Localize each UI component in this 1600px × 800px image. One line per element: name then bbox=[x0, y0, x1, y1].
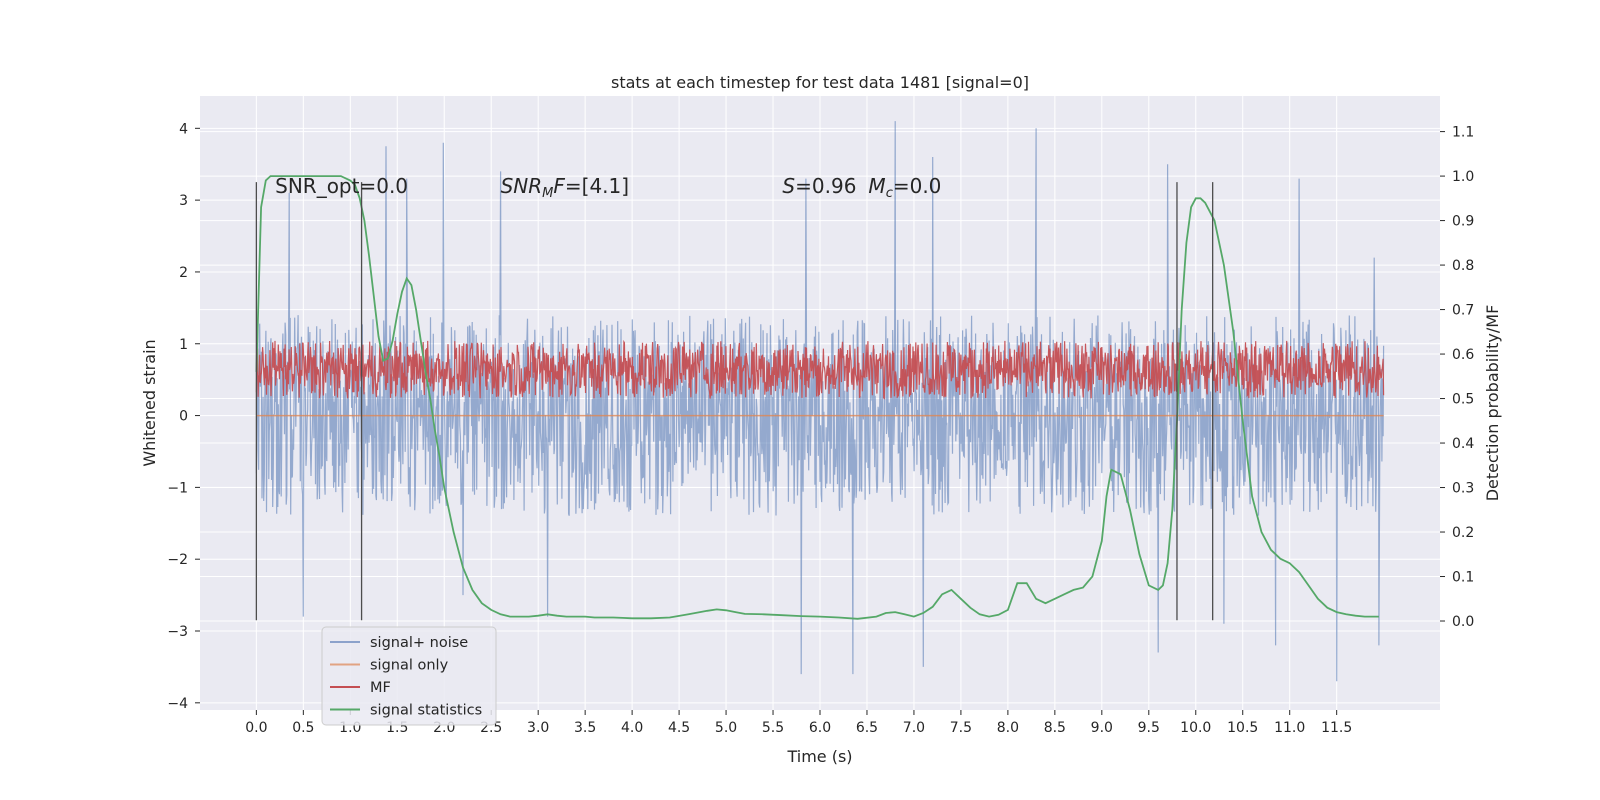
y2-tick-label: 0.7 bbox=[1452, 303, 1474, 319]
x-tick-label: 4.5 bbox=[668, 720, 690, 736]
x-tick-label: 9.0 bbox=[1091, 720, 1113, 736]
chart-title: stats at each timestep for test data 148… bbox=[611, 73, 1029, 92]
y2-tick-label: 1.0 bbox=[1452, 169, 1474, 185]
x-axis: 0.0 0.5 1.0 1.5 2.0 2.5 3.0 3.5 4.0 4.5 5.0 5.5 6.0 6… bbox=[245, 710, 1352, 736]
y-tick-label: −2 bbox=[167, 552, 188, 568]
x-tick-label: 11.5 bbox=[1321, 720, 1352, 736]
y2-tick-label: 0.2 bbox=[1452, 525, 1474, 541]
vline-layer bbox=[255, 182, 1214, 621]
x-tick-label: 5.5 bbox=[762, 720, 784, 736]
annotation-snr-mf: SNRMF=[4.1] bbox=[501, 174, 629, 201]
y-tick-label: 2 bbox=[179, 265, 188, 281]
legend-label: MF bbox=[370, 680, 391, 696]
x-tick-label: 9.5 bbox=[1138, 720, 1160, 736]
x-tick-label: 8.0 bbox=[997, 720, 1019, 736]
series-mf bbox=[255, 339, 1385, 400]
y2-tick-label: 0.5 bbox=[1452, 392, 1474, 408]
y-tick-label: −1 bbox=[167, 480, 188, 496]
annotations: SNR_opt=0.0 SNRMF=[4.1] S=0.96 Mc=0.0 bbox=[275, 174, 941, 201]
y2-tick-label: 0.6 bbox=[1452, 347, 1474, 363]
y2-tick-label: 0.9 bbox=[1452, 214, 1474, 230]
y-tick-label: −3 bbox=[167, 624, 188, 640]
x-tick-label: 10.5 bbox=[1227, 720, 1258, 736]
annotation-s-mc: S=0.96 Mc=0.0 bbox=[782, 174, 941, 201]
y-tick-label: −4 bbox=[167, 696, 188, 712]
left-axis: 4 3 2 1 0 −1 −2 −3 −4 bbox=[167, 121, 200, 712]
x-tick-label: 11.0 bbox=[1274, 720, 1305, 736]
y2-tick-label: 0.3 bbox=[1452, 481, 1474, 497]
y-tick-label: 3 bbox=[179, 193, 188, 209]
x-tick-label: 0.0 bbox=[245, 720, 267, 736]
y2-tick-label: 0.1 bbox=[1452, 570, 1474, 586]
x-tick-label: 3.5 bbox=[574, 720, 596, 736]
y2-tick-label: 1.1 bbox=[1452, 125, 1474, 141]
x-tick-label: 3.0 bbox=[527, 720, 549, 736]
right-axis: 1.1 1.0 0.9 0.8 0.7 0.6 0.5 0.4 0.3 0.2 0.1 0.0 bbox=[1440, 125, 1474, 630]
y2-tick-label: 0.4 bbox=[1452, 436, 1474, 452]
y2-tick-label: 0.8 bbox=[1452, 258, 1474, 274]
series-signal-statistics bbox=[255, 175, 1379, 620]
y2-tick-label: 0.0 bbox=[1452, 614, 1474, 630]
x-tick-label: 0.5 bbox=[292, 720, 314, 736]
legend-label: signal statistics bbox=[370, 703, 482, 719]
x-axis-label: Time (s) bbox=[786, 747, 852, 766]
x-tick-label: 7.0 bbox=[903, 720, 925, 736]
x-tick-label: 6.5 bbox=[856, 720, 878, 736]
x-tick-label: 5.0 bbox=[715, 720, 737, 736]
x-tick-label: 7.5 bbox=[950, 720, 972, 736]
y-tick-label: 0 bbox=[179, 409, 188, 425]
legend: signal+ noise signal only MF signal statist… bbox=[321, 626, 497, 726]
x-tick-label: 4.0 bbox=[621, 720, 643, 736]
y-tick-label: 1 bbox=[179, 337, 188, 353]
annotation-snr-opt: SNR_opt=0.0 bbox=[275, 174, 408, 198]
legend-label: signal+ noise bbox=[370, 635, 468, 651]
x-tick-label: 8.5 bbox=[1044, 720, 1066, 736]
x-tick-label: 6.0 bbox=[809, 720, 831, 736]
x-tick-label: 10.0 bbox=[1180, 720, 1211, 736]
y-tick-label: 4 bbox=[179, 121, 188, 137]
legend-label: signal only bbox=[370, 658, 449, 674]
y2-axis-label: Detection probability/MF bbox=[1483, 305, 1502, 502]
series-layer bbox=[255, 121, 1385, 682]
y-axis-label: Whitened strain bbox=[140, 339, 159, 466]
legend-box bbox=[321, 626, 497, 726]
